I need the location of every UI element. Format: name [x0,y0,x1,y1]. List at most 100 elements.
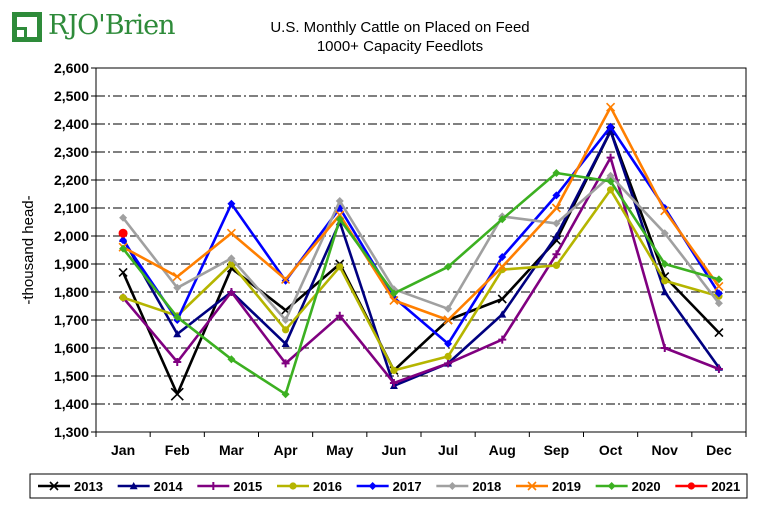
data-point [606,153,615,162]
data-point [660,206,670,216]
y-tick-label: 2,200 [54,172,89,188]
series-group [118,102,724,401]
y-tick-label: 1,300 [54,424,89,440]
data-point [226,228,236,238]
legend-item-2020: 2020 [595,479,661,494]
series-line [121,129,720,388]
y-tick-labels: 1,300 1,400 1,500 1,600 1,700 1,800 1,900 2,000… [54,60,89,440]
legend-item-2015: 2015 [197,479,262,494]
data-point [661,277,669,285]
data-point [390,366,398,374]
data-point [444,359,453,368]
data-point [173,358,182,366]
series-line [122,156,720,385]
legend-item-2019: 2019 [516,479,581,494]
data-point [444,339,453,348]
data-point [335,215,344,224]
y-tick-label: 1,500 [54,368,89,384]
x-tick-label: Jun [381,442,406,458]
data-point [552,191,561,200]
legend-item-2014: 2014 [117,479,184,494]
data-point [714,281,724,291]
data-point [606,186,615,194]
data-point [606,122,615,131]
data-point [281,339,290,347]
x-tick-label: Jan [111,442,135,458]
y-tick-label: 1,600 [54,340,89,356]
series-line [121,129,720,396]
x-tick-label: Feb [165,442,190,458]
data-point [118,228,128,238]
data-point [714,365,723,373]
data-point [498,335,507,344]
legend-label: 2019 [552,479,581,494]
series-line [122,174,720,322]
y-tick-label: 2,400 [54,116,89,132]
data-point [281,326,290,334]
data-point [498,253,507,261]
legend-label: 2015 [233,479,262,494]
legend-item-2017: 2017 [356,479,422,494]
data-point [172,272,182,282]
x-tick-label: Apr [274,442,299,458]
x-tick-label: May [326,442,353,458]
legend-item-2021: 2021 [675,479,740,494]
logo-mark-icon [12,12,42,42]
y-tick-label: 2,000 [54,228,89,244]
legend-swatch-marker [368,482,377,490]
data-point [170,387,184,401]
data-point [119,236,128,245]
legend-swatch-marker [49,481,59,491]
chart-subtitle: 1000+ Capacity Feedlots [317,38,483,55]
x-tick-label: Oct [599,442,623,458]
data-point [281,390,290,399]
x-tick-label: Dec [706,442,732,458]
legend-swatch-marker [448,482,457,490]
chart-title: U.S. Monthly Cattle on Placed on Feed [270,19,529,36]
data-point [714,289,723,298]
legend-swatch-marker [209,482,218,490]
legend-swatch-marker [687,482,695,490]
legend-swatch-marker [289,482,297,490]
data-point [119,244,128,253]
series-2014 [119,127,723,389]
x-tick-label: Sep [544,442,570,458]
legend-label: 2014 [154,479,184,494]
data-point [497,294,507,304]
data-point [551,203,561,213]
data-point [660,288,669,296]
data-point [444,352,452,360]
legend-swatch-marker [527,481,537,491]
data-point [552,250,561,259]
y-tick-label: 2,600 [54,60,89,76]
data-point [714,275,723,284]
data-point [119,294,127,302]
data-point [227,254,236,263]
series-line [122,125,720,346]
data-point [606,177,615,186]
y-axis-label: -thousand head- [20,195,37,304]
data-point [118,267,128,277]
data-point [660,229,669,238]
series-2021 [118,228,128,238]
data-point [606,102,616,112]
data-point [335,197,344,205]
series-line [122,171,720,396]
x-tick-label: Mar [219,442,244,458]
series-line [122,188,720,372]
data-point [443,315,453,325]
data-point [444,262,453,271]
x-tick-label: Nov [652,442,679,458]
legend-label: 2021 [711,479,740,494]
data-point [389,295,399,305]
data-point [281,359,290,368]
data-point [552,261,561,269]
data-point [714,299,723,308]
y-tick-label: 1,700 [54,312,89,328]
legend-item-2018: 2018 [436,479,501,494]
legend-item-2013: 2013 [38,479,103,494]
legend-item-2016: 2016 [277,479,342,494]
x-tick-label: Jul [438,442,458,458]
data-point [497,262,507,272]
